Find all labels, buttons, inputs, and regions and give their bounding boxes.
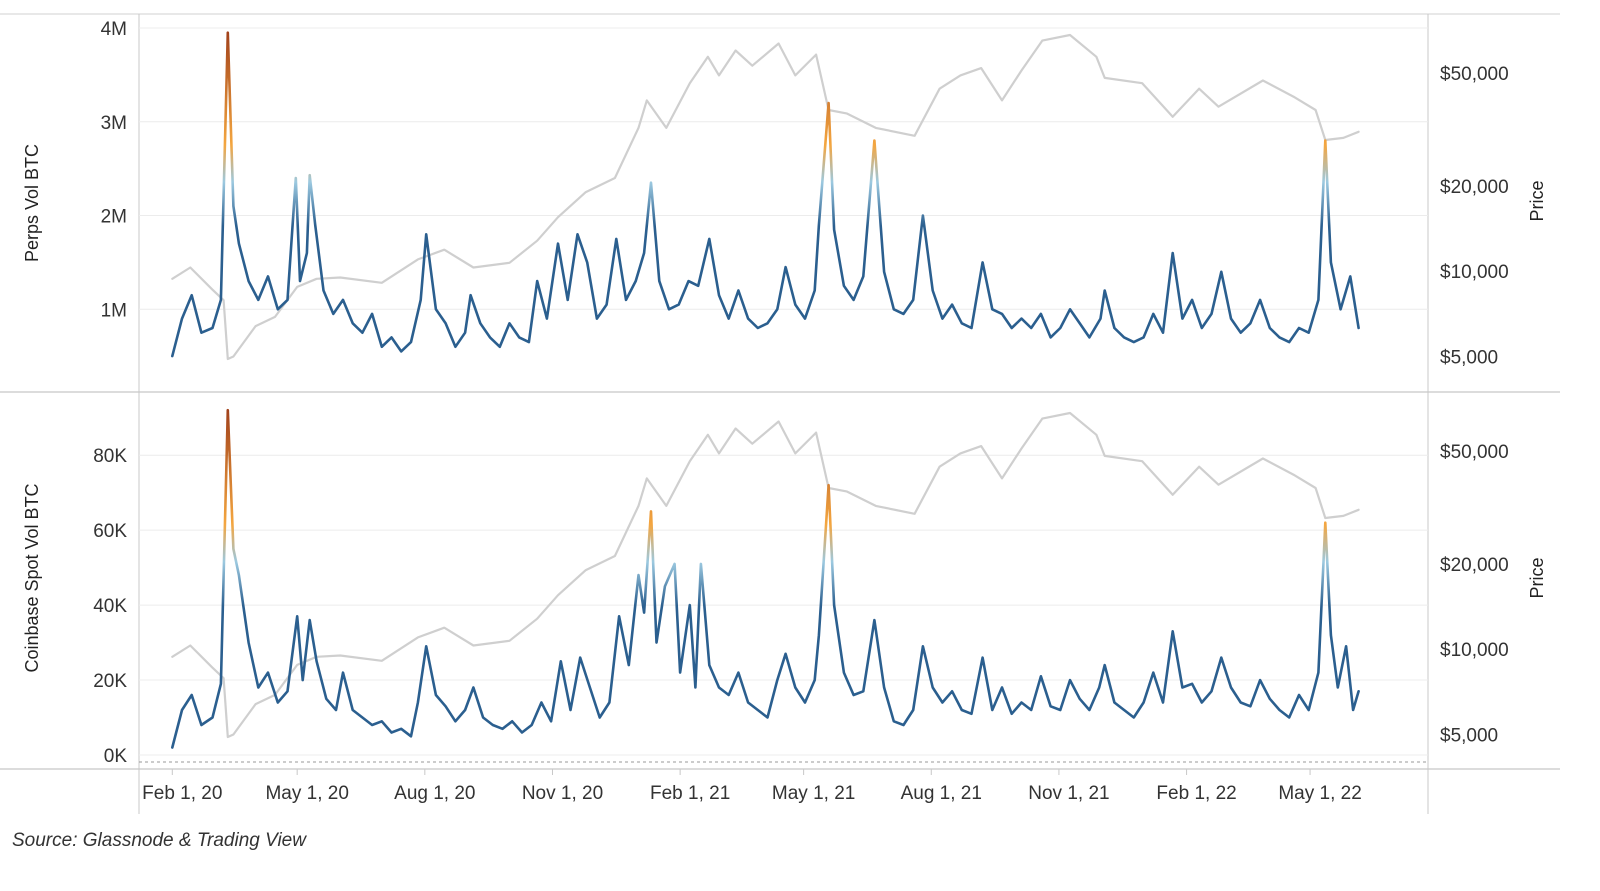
y-tick-label: 40K [93,596,127,617]
price-tick-label: $5,000 [1440,726,1498,747]
panel-2-price-axis-title: Price [1527,557,1547,598]
x-tick-label: Feb 1, 21 [650,783,730,804]
x-tick-label: Nov 1, 21 [1028,783,1109,804]
y-tick-label: 0K [104,746,128,767]
panel-2-price-tick-labels: $5,000 $10,000 $20,000 $50,000 [1440,442,1509,747]
y-tick-label: 2M [101,207,127,228]
panel-2-y-tick-labels: 0K 20K 40K 60K 80K [93,446,127,767]
x-tick-label: Nov 1, 20 [522,783,603,804]
panel-1-y-axis-title: Perps Vol BTC [22,144,42,262]
x-tick-label: May 1, 20 [265,783,348,804]
panel-1-gridlines [139,27,1428,310]
panel-1-price-axis-title: Price [1527,180,1547,221]
panel-1-price-tick-labels: $5,000 $10,000 $20,000 $50,000 [1440,64,1509,369]
price-line [171,411,1360,739]
y-tick-label: 3M [101,113,127,134]
y-tick-label: 1M [101,300,127,321]
panel-frames [0,13,1560,814]
y-tick-label: 80K [93,446,127,467]
x-tick-label: Aug 1, 20 [394,783,475,804]
price-tick-label: $20,000 [1440,555,1509,576]
price-tick-label: $20,000 [1440,177,1509,198]
y-tick-label: 4M [101,19,127,40]
panel-2-y-axis-title: Coinbase Spot Vol BTC [22,483,42,672]
y-tick-label: 20K [93,671,127,692]
x-tick-label: Feb 1, 20 [142,783,222,804]
panel-2-plot [171,408,1360,749]
source-caption: Source: Glassnode & Trading View [12,830,306,851]
price-tick-label: $10,000 [1440,262,1509,283]
x-axis-tick-labels: Feb 1, 20 May 1, 20 Aug 1, 20 Nov 1, 20 Feb … [142,769,1362,804]
x-tick-label: May 1, 21 [772,783,855,804]
price-tick-label: $50,000 [1440,64,1509,85]
price-tick-label: $50,000 [1440,442,1509,463]
panel-1-plot [171,31,1360,361]
x-tick-label: Feb 1, 22 [1156,783,1236,804]
panel-1-y-tick-labels: 1M 2M 3M 4M [101,19,127,321]
y-tick-label: 60K [93,521,127,542]
price-tick-label: $10,000 [1440,640,1509,661]
volume-line [171,408,1360,749]
x-tick-label: May 1, 22 [1278,783,1361,804]
price-tick-label: $5,000 [1440,348,1498,369]
x-tick-label: Aug 1, 21 [901,783,982,804]
panel-2-gridlines [139,454,1428,756]
price-line [171,33,1360,361]
volume-line [171,31,1360,358]
